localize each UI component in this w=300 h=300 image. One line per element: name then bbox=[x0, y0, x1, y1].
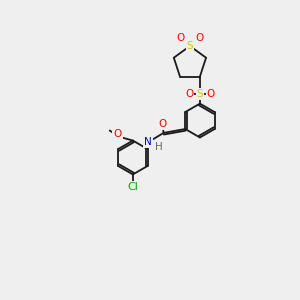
Text: O: O bbox=[185, 88, 193, 99]
Text: O: O bbox=[158, 118, 166, 129]
Text: O: O bbox=[113, 129, 122, 140]
Text: H: H bbox=[155, 142, 163, 152]
Text: N: N bbox=[144, 137, 152, 147]
Text: S: S bbox=[196, 88, 203, 99]
Text: O: O bbox=[207, 88, 215, 99]
Text: O: O bbox=[177, 33, 185, 43]
Text: O: O bbox=[195, 33, 203, 43]
Text: S: S bbox=[187, 41, 193, 51]
Text: Cl: Cl bbox=[128, 182, 138, 192]
